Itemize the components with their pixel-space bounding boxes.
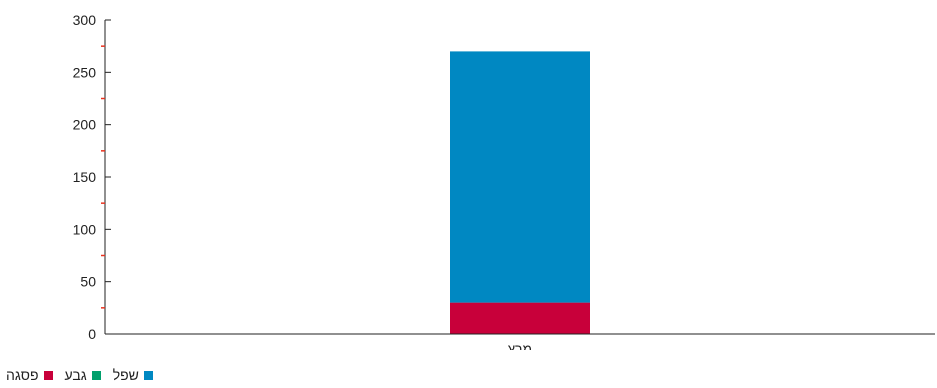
- bars-layer: [450, 51, 590, 334]
- legend-item[interactable]: גבע: [65, 367, 101, 383]
- y-tick-label: 300: [73, 12, 97, 28]
- legend-swatch: [91, 370, 101, 380]
- x-category-label: מרץ: [508, 341, 532, 350]
- bar-segment: [450, 51, 590, 303]
- legend-swatch: [43, 370, 53, 380]
- y-tick-label: 200: [73, 117, 97, 133]
- y-tick-label: 50: [80, 274, 96, 290]
- chart-canvas: 0 50 100 150 200 250 300 מרץ: [73, 12, 935, 350]
- legend-label: שפל: [112, 367, 139, 383]
- legend-item[interactable]: פסגה: [6, 367, 53, 383]
- y-tick-label: 250: [73, 64, 97, 80]
- y-tick-label: 100: [73, 221, 97, 237]
- legend-label: גבע: [64, 367, 87, 383]
- stacked-bar-chart: 0 50 100 150 200 250 300 מרץ: [73, 12, 935, 350]
- legend-label: פסגה: [6, 367, 39, 383]
- y-tick-label: 0: [88, 326, 96, 342]
- axis-layer: 0 50 100 150 200 250 300 מרץ: [73, 12, 935, 350]
- bar-segment: [450, 302, 590, 334]
- legend-item[interactable]: שפל: [113, 367, 153, 383]
- y-tick-label: 150: [73, 169, 97, 185]
- legend-swatch: [143, 370, 153, 380]
- legend: שפל גבע פסגה: [6, 366, 153, 384]
